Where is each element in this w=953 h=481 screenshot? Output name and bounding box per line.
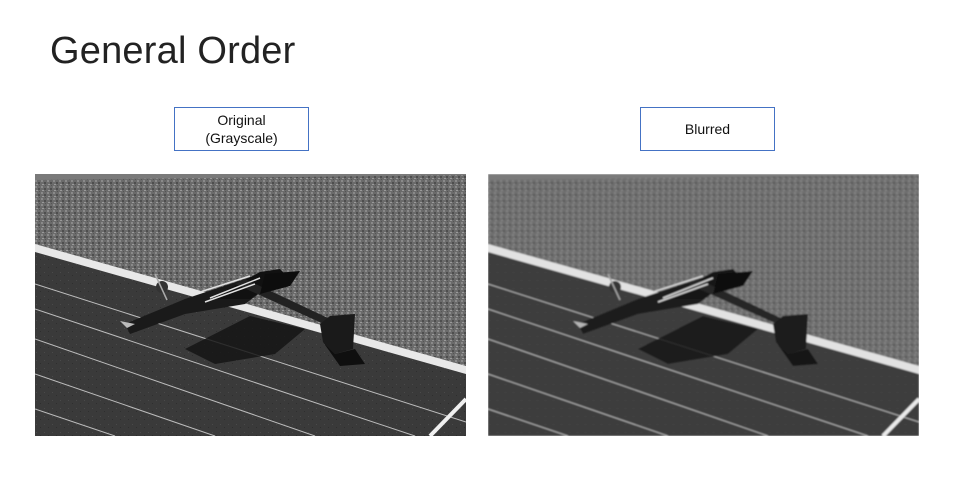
original-grayscale-image (35, 174, 466, 436)
blurred-image (488, 174, 919, 436)
slide-title: General Order (50, 30, 296, 72)
blurred-label: Blurred (684, 121, 731, 137)
original-label-box: Original (Grayscale) (174, 107, 309, 151)
original-label-line1: Original (217, 112, 266, 128)
original-label-line2: (Grayscale) (205, 130, 278, 146)
blurred-label-box: Blurred (640, 107, 775, 151)
